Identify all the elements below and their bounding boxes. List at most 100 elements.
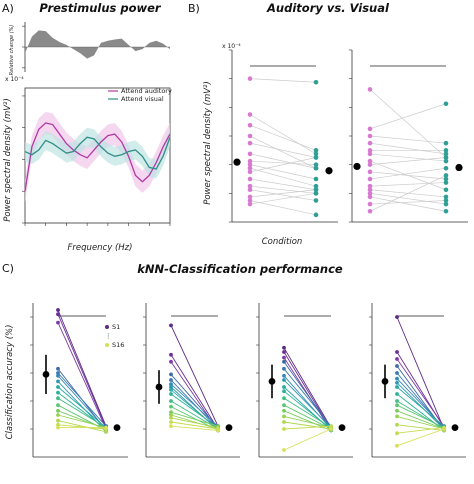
panel-c-observed-point bbox=[282, 408, 286, 413]
panel-c-observed-point bbox=[56, 379, 60, 384]
panel-b-visual-point bbox=[313, 198, 319, 203]
panel-b-pair-line bbox=[369, 175, 447, 212]
panel-b-pair-line bbox=[369, 153, 447, 162]
panel-c-observed-point bbox=[282, 366, 286, 371]
panel-c-observed-point bbox=[169, 359, 173, 364]
panel-c-observed-point bbox=[395, 443, 399, 448]
panel-c-observed-point bbox=[282, 345, 286, 350]
panel-c-plots bbox=[30, 303, 466, 458]
panel-b-visual-point bbox=[443, 198, 449, 203]
panel-b-subplot-0 bbox=[229, 49, 338, 223]
panel-c-chance-point bbox=[442, 427, 446, 431]
panel-c-subject-line bbox=[170, 417, 219, 429]
panel-b-auditory-point bbox=[367, 140, 373, 146]
panel-b-auditory-point bbox=[247, 162, 253, 167]
panel-c-observed-point bbox=[282, 427, 286, 431]
panel-c-subject-line bbox=[396, 382, 445, 430]
panel-c-subject-line bbox=[57, 375, 107, 430]
panel-c-chance-point bbox=[329, 427, 333, 431]
legend-dot-s16 bbox=[105, 343, 109, 347]
panel-a-inset-plot bbox=[22, 22, 170, 72]
panel-c-subject-line bbox=[57, 381, 107, 433]
panel-b-pair-line bbox=[369, 142, 447, 155]
panel-c-subject-line bbox=[396, 404, 445, 429]
panel-b-pair-line bbox=[369, 103, 447, 130]
panel-c-observed-point bbox=[169, 424, 173, 429]
panel-a-xlabel: Frequency (Hz) bbox=[68, 243, 133, 253]
panel-b-auditory-point bbox=[367, 158, 373, 164]
panel-a-main-plot bbox=[22, 87, 171, 226]
panel-c-observed-point bbox=[395, 376, 399, 381]
panel-b-auditory-point bbox=[367, 183, 373, 189]
panel-c-subject-line bbox=[396, 316, 445, 430]
panel-b-pair-line bbox=[249, 114, 317, 155]
panel-a-line-auditory bbox=[24, 122, 171, 192]
panel-b-visual-point bbox=[313, 165, 319, 171]
panel-c-subplot-3 bbox=[369, 303, 466, 458]
panel-b-auditory-point bbox=[367, 194, 373, 200]
panel-b-auditory-point bbox=[247, 176, 253, 182]
panel-c-subject-line bbox=[170, 386, 219, 431]
panel-c-subject-line bbox=[170, 421, 219, 430]
panel-c-observed-point bbox=[56, 408, 60, 413]
panel-c-subplot-0 bbox=[30, 303, 128, 458]
panel-b-pair-line bbox=[369, 182, 447, 187]
panel-c-subject-line bbox=[170, 414, 219, 430]
panel-c-observed-point bbox=[56, 308, 60, 312]
panel-b-visual-point bbox=[443, 176, 449, 182]
panel-c-observed-point bbox=[282, 420, 286, 424]
panel-c-observed-point bbox=[169, 410, 173, 415]
panel-b-auditory-point bbox=[367, 151, 373, 157]
panel-c-observed-point bbox=[169, 415, 173, 420]
panel-b-pair-line bbox=[369, 171, 447, 180]
panel-c-legend: S1 ⋮ S16 bbox=[105, 323, 124, 349]
panel-b-auditory-point bbox=[367, 133, 373, 139]
panel-c-subject-line bbox=[396, 427, 445, 434]
panel-b-pair-line bbox=[369, 200, 447, 205]
panel-c-observed-point bbox=[282, 396, 286, 401]
panel-c-mean-chance bbox=[225, 424, 233, 431]
panel-c-subject-line bbox=[57, 314, 107, 428]
panel-c-observed-point bbox=[395, 350, 399, 354]
panel-c-observed-point bbox=[56, 385, 60, 389]
panel-c-subject-line bbox=[283, 404, 332, 430]
panel-c-subject-line bbox=[283, 379, 332, 428]
panel-b-visual-point bbox=[443, 208, 449, 214]
panel-b-visual-point bbox=[443, 140, 449, 146]
legend-label-visual: Attend visual bbox=[121, 95, 164, 103]
panel-c-subject-line bbox=[283, 397, 332, 428]
panel-b-visual-point bbox=[443, 151, 449, 157]
panel-b-mean-auditory bbox=[353, 162, 361, 171]
panel-c-mean-observed bbox=[381, 378, 389, 385]
panel-c-subject-line bbox=[396, 424, 445, 431]
panel-c-mean-chance bbox=[113, 424, 121, 431]
panel-c-observed-point bbox=[282, 373, 286, 378]
panel-b-visual-point bbox=[443, 173, 449, 178]
panel-c-chance-point bbox=[329, 424, 333, 429]
panel-c-observed-point bbox=[169, 413, 173, 417]
panel-c-mean-chance bbox=[451, 424, 459, 431]
panel-c-observed-point bbox=[169, 392, 173, 396]
panel-c-mean-observed bbox=[155, 383, 163, 391]
panel-c-chance-point bbox=[104, 425, 108, 430]
panel-c-observed-point bbox=[282, 355, 286, 360]
panel-a-band-auditory bbox=[25, 111, 170, 203]
panel-c-subject-line bbox=[57, 309, 107, 427]
panel-b-pair-line bbox=[249, 189, 317, 198]
panel-c-observed-point bbox=[169, 352, 173, 357]
panel-c-subject-line bbox=[57, 397, 107, 428]
panel-b-auditory-point bbox=[247, 194, 253, 200]
panel-b-visual-point bbox=[443, 180, 449, 185]
panel-c-mean-chance bbox=[338, 424, 346, 431]
panel-c-observed-point bbox=[395, 357, 399, 361]
panel-a-legend: Attend auditory Attend visual bbox=[108, 87, 172, 103]
panel-c-observed-point bbox=[282, 389, 286, 394]
panel-b-pair-line bbox=[369, 167, 447, 180]
panel-b-visual-point bbox=[443, 201, 449, 207]
legend-dot-s1 bbox=[105, 325, 109, 329]
panel-a-exponent: x 10⁻⁴ bbox=[5, 76, 24, 83]
panel-b-visual-point bbox=[443, 148, 449, 153]
panel-b-pair-line bbox=[249, 167, 317, 187]
panel-c-subject-line bbox=[170, 379, 219, 430]
panel-b-pair-line bbox=[249, 124, 317, 151]
